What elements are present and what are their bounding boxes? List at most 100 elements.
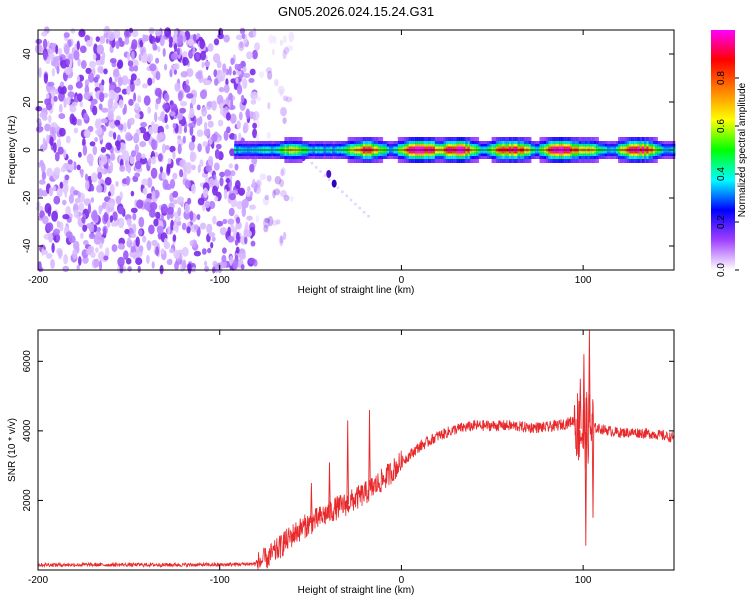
spectrogram-noise-cell (234, 163, 239, 171)
spectrogram-noise-cell (214, 264, 219, 273)
spectrogram-noise-cell (64, 187, 68, 198)
spectrogram-noise-cell (235, 221, 242, 230)
spectrogram-streak-cell (336, 186, 340, 189)
spectrogram-noise-cell (229, 255, 233, 267)
spectrogram-x-label: Height of straight line (km) (298, 285, 415, 296)
spectrogram-noise-cell (67, 84, 74, 91)
spectrogram-streak-cell (323, 174, 327, 177)
spectrogram-noise-cell (250, 240, 256, 247)
spectrogram-noise-cell (174, 82, 181, 92)
spectrogram-noise-cell (67, 91, 75, 99)
spectrogram-noise-cell (189, 210, 194, 221)
spectrogram-noise-cell (52, 169, 60, 181)
spectrogram-noise-cell (95, 36, 101, 42)
spectrogram-noise-cell (177, 34, 184, 46)
spectrogram-noise-cell (235, 246, 240, 254)
spectrogram-noise-cell (191, 164, 196, 171)
spectrogram-noise-cell (230, 57, 235, 65)
spectrogram-noise-cell (105, 142, 113, 150)
spectrogram-noise-cell (132, 212, 137, 221)
spectrogram-noise-cell (222, 218, 228, 225)
spectrogram-noise-cell (215, 143, 222, 150)
spectrogram-noise-cell (180, 71, 188, 78)
spectrogram-noise-cell (236, 231, 240, 242)
spectrogram-noise-cell (118, 37, 123, 43)
spectrogram-noise-cell (187, 263, 192, 274)
spectrogram-noise-cell (223, 188, 228, 200)
spectrogram-noise-cell (174, 216, 181, 222)
spectrogram-noise-cell (273, 35, 277, 44)
spectrogram-noise-cell (87, 245, 95, 254)
spectrogram-noise (35, 25, 370, 275)
spectrogram-noise-cell (274, 78, 279, 87)
spectrogram-noise-cell (236, 200, 244, 210)
spectrogram-noise-cell (86, 39, 93, 47)
spectrogram-noise-cell (73, 190, 79, 196)
colorbar-ticks: 0.0 0.2 0.4 0.6 0.8 (716, 71, 739, 277)
spectrogram-noise-cell (161, 143, 167, 154)
spectrogram-noise-cell (133, 79, 141, 87)
spectrogram-noise-cell (184, 162, 192, 170)
spectrogram-noise-cell (129, 81, 135, 93)
spectrogram-noise-cell (160, 111, 165, 119)
spectrogram-noise-cell (103, 255, 109, 261)
spectrogram-noise-cell (50, 43, 58, 49)
spectrogram-noise-cell (245, 221, 249, 231)
spectrogram-noise-cell (197, 164, 201, 174)
spectrogram-noise-cell (104, 176, 112, 186)
spectrogram-noise-cell (199, 38, 206, 50)
spectrogram-noise-cell (182, 57, 186, 66)
spectrogram-noise-cell (191, 184, 196, 194)
spectrogram-noise-cell (63, 72, 67, 81)
spectrogram-noise-cell (134, 160, 142, 170)
spectrogram-noise-cell (79, 101, 84, 108)
spectrogram-noise-cell (47, 81, 55, 87)
spectrogram-noise-cell (222, 99, 227, 105)
spectrogram-noise-cell (228, 207, 235, 217)
spectrogram-noise-cell (173, 63, 180, 70)
spectrogram-noise-cell (280, 107, 287, 117)
spectrogram-noise-cell (73, 240, 80, 251)
spectrogram-noise-cell (79, 45, 87, 54)
spectrogram-noise-cell (151, 239, 158, 247)
spectrogram-noise-cell (50, 258, 55, 269)
spectrogram-noise-cell (68, 67, 73, 73)
spectrogram-signal (234, 137, 676, 163)
spectrogram-noise-cell (51, 67, 56, 77)
spectrogram-noise-cell (207, 247, 212, 254)
spectrogram-noise-cell (160, 203, 168, 214)
spectrogram-noise-cell (78, 30, 86, 38)
spectrogram-noise-cell (167, 206, 174, 215)
spectrogram-noise-cell (263, 217, 270, 229)
spectrogram-noise-cell (223, 84, 230, 94)
spectrogram-noise-cell (117, 205, 124, 215)
spectrogram-noise-cell (172, 190, 179, 198)
spectrogram-noise-cell (271, 219, 278, 226)
spectrogram-noise-cell (148, 126, 154, 135)
spectrogram-noise-cell (171, 53, 179, 61)
spectrogram-noise-cell (162, 103, 169, 110)
spectrogram-noise-cell (96, 184, 103, 193)
spectrogram-noise-cell (256, 179, 262, 188)
spectrogram-noise-cell (138, 53, 142, 62)
spectrogram-noise-cell (262, 196, 270, 206)
spectrogram-noise-cell (157, 46, 161, 53)
spectrogram-noise-cell (46, 40, 50, 48)
spectrogram-noise-cell (188, 122, 193, 128)
spectrogram-noise-cell (53, 95, 58, 102)
spectrogram-noise-cell (199, 159, 204, 167)
spectrogram-noise-cell (58, 113, 66, 120)
spectrogram-noise-cell (246, 215, 253, 221)
spectrogram-noise-cell (114, 68, 120, 78)
spectrogram-noise-cell (135, 236, 140, 247)
spectrogram-noise-cell (69, 113, 75, 125)
spectrogram-noise-cell (200, 222, 206, 230)
spectrogram-noise-cell (213, 53, 221, 63)
spectrogram-y-label: Frequency (Hz) (7, 116, 18, 185)
spectrogram-noise-cell (62, 265, 70, 273)
spectrogram-noise-cell (282, 35, 287, 44)
spectrogram-noise-cell (123, 122, 127, 133)
spectrogram-noise-cell (42, 38, 48, 50)
spectrogram-noise-cell (224, 169, 232, 177)
spectrogram-noise-cell (53, 228, 61, 235)
